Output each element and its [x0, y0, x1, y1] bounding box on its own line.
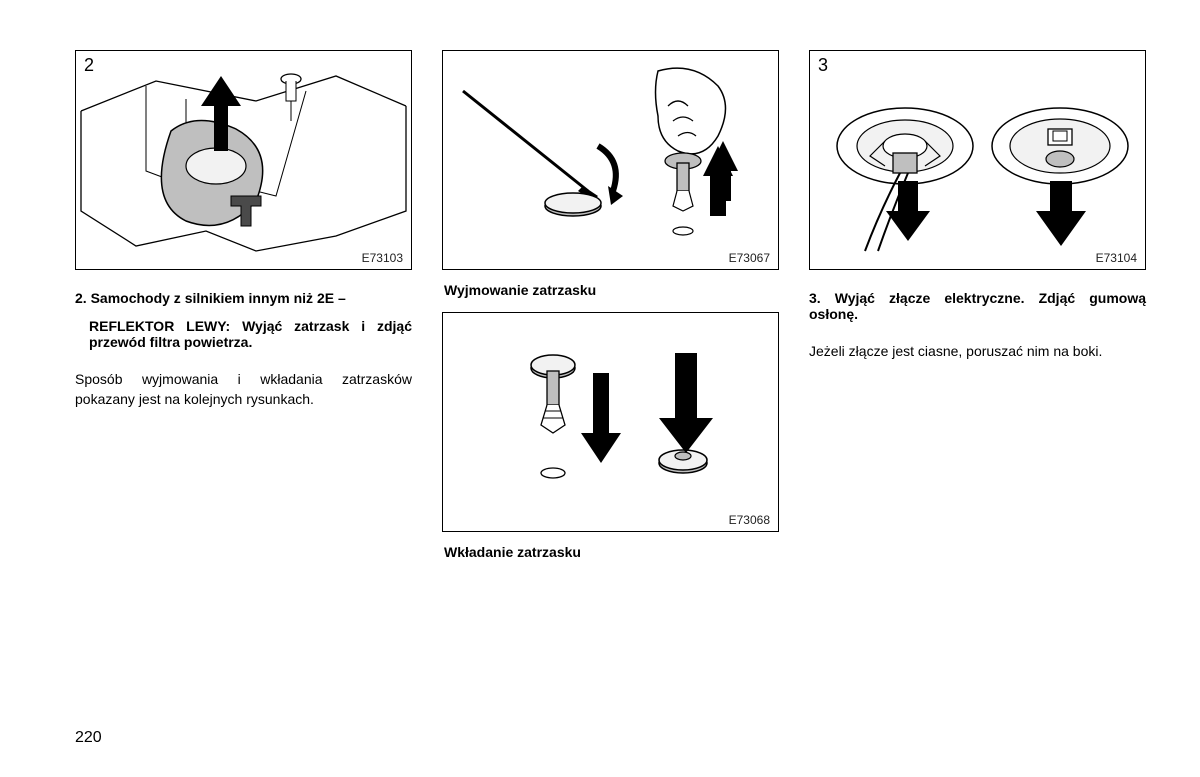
figure-2-box: 2 E73103	[75, 50, 412, 270]
figure-code: E73103	[362, 251, 403, 265]
caption-removal: Wyjmowanie zatrzasku	[444, 282, 779, 298]
figure-removal-illustration	[443, 51, 778, 269]
figure-insertion-box: E73068	[442, 312, 779, 532]
figure-2-illustration	[76, 51, 411, 269]
step-2-heading: 2. Samochody z silnikiem innym niż 2E –	[75, 290, 412, 306]
page-number: 220	[75, 729, 102, 747]
figure-insertion-illustration	[443, 313, 778, 531]
step-3-heading: 3. Wyjąć złącze elektryczne. Zdjąć gumow…	[809, 290, 1146, 322]
caption-insertion: Wkładanie zatrzasku	[444, 544, 779, 560]
figure-number: 3	[818, 55, 828, 76]
step-2-sub: REFLEKTOR LEWY: Wyjąć zatrzask i zdjąć p…	[75, 318, 412, 350]
manual-page: 2 E73103 2. Samochody z si	[0, 0, 1200, 730]
figure-code: E73068	[729, 513, 770, 527]
figure-3-illustration	[810, 51, 1145, 269]
column-3: 3	[809, 50, 1146, 700]
step-2-body: Sposób wyjmowania i wkładania zatrzasków…	[75, 370, 412, 409]
column-2: E73067 Wyjmowanie zatrzasku	[442, 50, 779, 700]
column-1: 2 E73103 2. Samochody z si	[75, 50, 412, 700]
figure-3-box: 3	[809, 50, 1146, 270]
figure-removal-box: E73067	[442, 50, 779, 270]
figure-number: 2	[84, 55, 94, 76]
figure-code: E73067	[729, 251, 770, 265]
step-3-body: Jeżeli złącze jest ciasne, poruszać nim …	[809, 342, 1146, 362]
figure-code: E73104	[1096, 251, 1137, 265]
